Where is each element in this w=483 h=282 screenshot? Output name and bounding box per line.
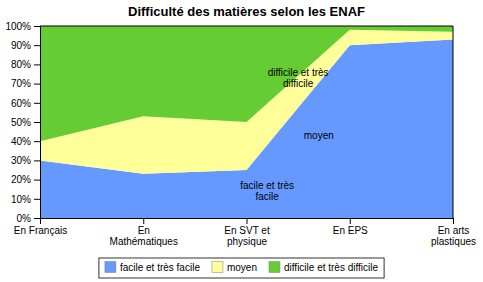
tick-label: 50% <box>11 117 31 128</box>
tick-label-line: En arts <box>438 225 470 236</box>
tick: 100% <box>5 21 40 32</box>
tick: EnMathématiques <box>110 218 178 247</box>
tick-label-line: En <box>138 225 150 236</box>
legend-label: moyen <box>227 262 257 273</box>
annotation: facile et trèsfacile <box>240 180 294 202</box>
legend-frame <box>99 258 384 278</box>
tick-label-line: En Français <box>14 225 67 236</box>
area <box>40 26 453 141</box>
tick: 90% <box>11 40 40 51</box>
tick-label: EnMathématiques <box>110 225 178 247</box>
tick-mark <box>34 26 40 27</box>
tick-label: 0% <box>17 213 32 224</box>
tick-mark <box>34 84 40 85</box>
tick: 50% <box>11 117 40 128</box>
tick: 60% <box>11 98 40 109</box>
tick-label: En Français <box>14 225 67 236</box>
tick-mark <box>143 218 144 224</box>
title: Difficulté des matières selon les ENAF <box>128 4 365 19</box>
plot-area <box>40 26 453 218</box>
legend-label: difficile et très difficile <box>284 262 379 273</box>
tick-mark <box>34 160 40 161</box>
tick-mark <box>34 199 40 200</box>
tick-label: En artsplastiques <box>431 225 476 247</box>
legend-item: difficile et très difficile <box>269 262 379 274</box>
legend-item: moyen <box>212 262 257 274</box>
tick: 30% <box>11 155 40 166</box>
tick-label: 60% <box>11 98 31 109</box>
tick-label: 40% <box>11 136 31 147</box>
x-axis: En Français EnMathématiques En SVT etphysi… <box>14 218 476 247</box>
tick: 70% <box>11 78 40 89</box>
tick-label-line: plastiques <box>431 236 476 247</box>
legend: facile et très facile moyen difficile et t… <box>99 258 384 278</box>
tick-mark <box>350 218 351 224</box>
annotation: moyen <box>304 130 334 141</box>
tick-label: 70% <box>11 78 31 89</box>
tick-label-line: En EPS <box>333 225 368 236</box>
tick-mark <box>34 103 40 104</box>
y-axis: 0% 10% 20% 30% 40% 50% 60% 70% 80% 90% 100% <box>5 21 40 224</box>
tick-label: 90% <box>11 40 31 51</box>
tick-label: 30% <box>11 155 31 166</box>
annotation-line: difficile et très <box>268 67 329 78</box>
tick-label: En EPS <box>333 225 368 236</box>
annotations: difficile et trèsdifficile moyen facile et… <box>240 67 334 202</box>
annotation-line: facile <box>255 191 279 202</box>
chart: Difficulté des matières selon les ENAF 0%… <box>0 0 483 282</box>
tick-label-line: physique <box>227 236 267 247</box>
frame-line <box>40 26 453 27</box>
axis-line <box>41 219 454 225</box>
annotation-line: difficile <box>283 78 314 89</box>
tick: 0% <box>17 213 40 224</box>
tick-mark <box>40 218 41 224</box>
annotation-line: facile et très <box>240 180 294 191</box>
tick-mark <box>247 218 248 224</box>
tick-mark <box>34 45 40 46</box>
tick-label: 80% <box>11 59 31 70</box>
tick-label: 10% <box>11 194 31 205</box>
tick-mark <box>34 218 40 219</box>
annotation-line: moyen <box>304 130 334 141</box>
legend-swatch <box>105 262 116 273</box>
tick: En artsplastiques <box>431 218 476 247</box>
tick-label-line: En SVT et <box>224 225 270 236</box>
tick: 40% <box>11 136 40 147</box>
tick-mark <box>34 141 40 142</box>
legend-swatch <box>212 262 223 273</box>
tick: 20% <box>11 174 40 185</box>
tick-mark <box>34 122 40 123</box>
tick-label: 100% <box>5 21 31 32</box>
tick-mark <box>34 64 40 65</box>
tick: En Français <box>14 218 67 236</box>
tick: En SVT etphysique <box>224 218 270 247</box>
legend-label: facile et très facile <box>120 262 200 273</box>
frame-line <box>453 26 454 218</box>
tick: 10% <box>11 194 40 205</box>
tick-label-line: Mathématiques <box>110 236 178 247</box>
tick-mark <box>34 180 40 181</box>
tick-label: 20% <box>11 174 31 185</box>
tick-mark <box>453 218 454 224</box>
tick-label: En SVT etphysique <box>224 225 270 247</box>
tick: 80% <box>11 59 40 70</box>
axis-line <box>34 27 41 219</box>
annotation: difficile et trèsdifficile <box>268 67 329 89</box>
legend-swatch <box>269 262 280 273</box>
tick: En EPS <box>333 218 368 236</box>
legend-item: facile et très facile <box>105 262 200 274</box>
